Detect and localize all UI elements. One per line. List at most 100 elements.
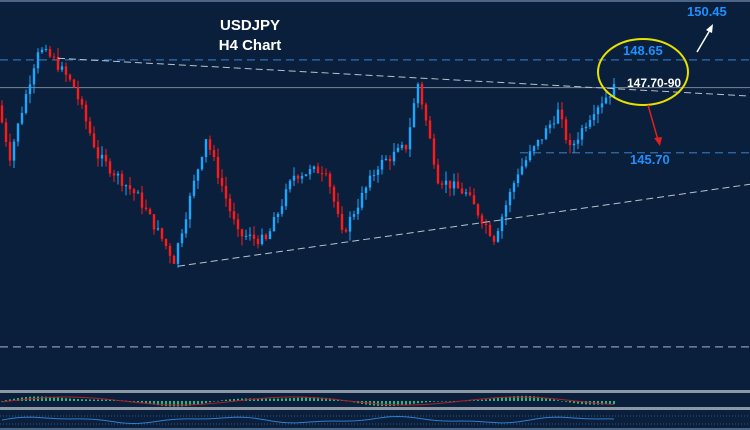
candle-body bbox=[368, 175, 372, 188]
candle-body bbox=[256, 238, 260, 245]
candle-body bbox=[540, 139, 544, 141]
candle-body bbox=[336, 201, 340, 214]
candle-body bbox=[64, 66, 68, 75]
histogram-bar bbox=[217, 400, 219, 402]
histogram-bar bbox=[181, 401, 183, 407]
candle-body bbox=[248, 234, 252, 236]
histogram-bar bbox=[525, 395, 527, 401]
histogram-bar bbox=[305, 397, 307, 401]
candle-body bbox=[296, 175, 300, 179]
candle-body bbox=[36, 52, 40, 69]
histogram-bar bbox=[173, 401, 175, 407]
histogram-bar bbox=[73, 398, 75, 401]
histogram-bar bbox=[313, 397, 315, 401]
histogram-bar bbox=[65, 398, 67, 401]
pane-separator bbox=[0, 390, 750, 393]
candle-body bbox=[360, 192, 364, 208]
histogram-bar bbox=[149, 401, 151, 405]
candle-body bbox=[472, 195, 476, 205]
histogram-bar bbox=[169, 401, 171, 407]
histogram-bar bbox=[37, 396, 39, 401]
histogram-bar bbox=[285, 398, 287, 401]
candle-body bbox=[584, 126, 588, 129]
arrow-down-icon bbox=[647, 104, 659, 141]
candle-body bbox=[596, 107, 600, 115]
histogram-bar bbox=[609, 401, 611, 405]
candle-body bbox=[48, 48, 52, 57]
level-label-148-65: 148.65 bbox=[623, 43, 663, 58]
level-label-147-70-90: 147.70-90 bbox=[627, 76, 682, 90]
histogram-bar bbox=[445, 401, 447, 402]
histogram-bar bbox=[573, 401, 575, 404]
histogram-bar bbox=[297, 397, 299, 401]
candle-body bbox=[376, 169, 380, 175]
candle-body bbox=[364, 187, 368, 193]
candle-body bbox=[300, 176, 304, 179]
histogram-bar bbox=[329, 398, 331, 401]
candle-body bbox=[548, 124, 552, 129]
candle-body bbox=[244, 235, 248, 237]
histogram-bar bbox=[581, 401, 583, 405]
candle-body bbox=[84, 104, 88, 122]
candle-body bbox=[268, 231, 272, 240]
histogram-bar bbox=[325, 397, 327, 401]
histogram-bar bbox=[161, 401, 163, 406]
histogram-bar bbox=[417, 401, 419, 404]
candle-body bbox=[284, 189, 288, 207]
histogram-bar bbox=[561, 401, 563, 402]
candle-body bbox=[444, 180, 448, 185]
histogram-bar bbox=[141, 401, 143, 403]
candle-body bbox=[184, 219, 188, 234]
histogram-bar bbox=[385, 401, 387, 407]
histogram-bar bbox=[549, 398, 551, 401]
candle-body bbox=[516, 174, 520, 184]
candle-body bbox=[356, 207, 360, 215]
candle-body bbox=[496, 231, 500, 242]
histogram-bar bbox=[105, 399, 107, 401]
histogram-bar bbox=[597, 401, 599, 405]
histogram-bar bbox=[53, 397, 55, 401]
histogram-bar bbox=[449, 401, 451, 402]
histogram-bar bbox=[389, 401, 391, 407]
histogram-bar bbox=[17, 398, 19, 401]
candle-body bbox=[388, 158, 392, 162]
candle-body bbox=[104, 154, 108, 162]
candle-body bbox=[588, 120, 592, 127]
signal-line bbox=[1, 396, 615, 406]
histogram-bar bbox=[585, 401, 587, 405]
pane-separator bbox=[0, 407, 750, 410]
histogram-bar bbox=[477, 400, 479, 401]
histogram-bar bbox=[613, 401, 615, 405]
candle-body bbox=[196, 169, 200, 181]
candle-body bbox=[136, 192, 140, 194]
candle-body bbox=[172, 255, 176, 264]
histogram-bar bbox=[261, 398, 263, 401]
candle-body bbox=[132, 189, 136, 194]
histogram-bar bbox=[469, 400, 471, 402]
candle-body bbox=[120, 173, 124, 186]
trendline-lower bbox=[177, 183, 750, 267]
histogram-bar bbox=[241, 398, 243, 401]
candle-body bbox=[176, 243, 180, 264]
histogram-bar bbox=[321, 397, 323, 401]
histogram-bar bbox=[317, 397, 319, 401]
candle-body bbox=[236, 219, 240, 230]
candle-body bbox=[460, 188, 464, 194]
chart-subtitle: H4 Chart bbox=[218, 37, 282, 54]
histogram-bar bbox=[177, 401, 179, 407]
candle-body bbox=[264, 234, 268, 240]
candle-body bbox=[408, 127, 412, 150]
histogram-bar bbox=[89, 399, 91, 401]
candle-body bbox=[436, 164, 440, 184]
candle-body bbox=[352, 214, 356, 217]
histogram-bar bbox=[221, 400, 223, 401]
candle-body bbox=[52, 56, 56, 58]
oscillator-line bbox=[1, 415, 615, 425]
histogram-bar bbox=[489, 398, 491, 401]
candle-body bbox=[332, 186, 336, 202]
candle-body bbox=[400, 144, 404, 148]
candle-body bbox=[96, 147, 100, 159]
histogram-bar bbox=[193, 401, 195, 406]
histogram-bar bbox=[497, 397, 499, 401]
candle-body bbox=[580, 128, 584, 140]
